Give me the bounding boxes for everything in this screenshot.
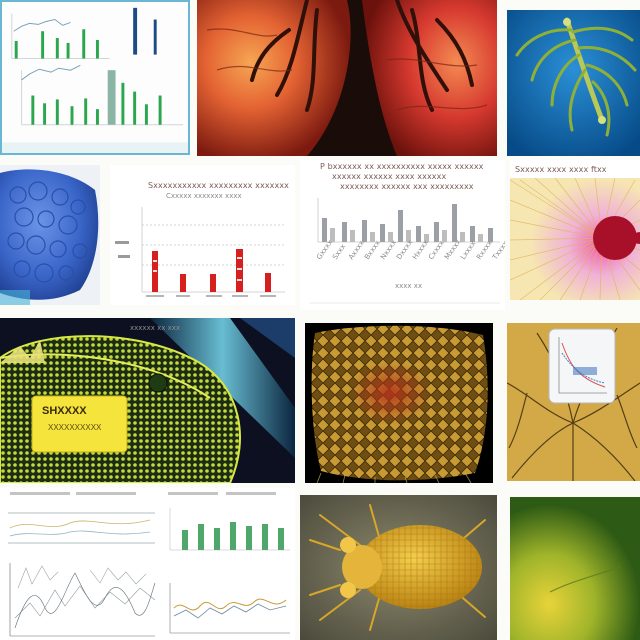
gray-chart-header-2: xxxxxx xxxxxx xxxx xxxxxx [332,172,446,181]
mesh-label-title: SHXXXX [42,405,87,417]
green-gradient-image [510,497,640,640]
mesh-label-sub: XXXXXXXXXX [48,423,102,432]
spine-svg [507,10,640,156]
gray-chart-header-3: xxxxxxxx xxxxxx xxx xxxxxxxxx [340,182,474,191]
green-gradient-svg [510,497,640,640]
yellow-mesh-leaf-on-dark-image: xxxxxx xx xxx SHXXXX XXXXXXXXXX [0,318,295,483]
veined-red-organ-image [197,0,497,156]
mini-charts-svg [160,488,295,640]
yellow-beetle-image [300,495,497,640]
red-lollipop-chart-panel: Sxxxxxxxxxxx xxxxxxxxx xxxxxxx Cxxxxx xx… [110,165,295,305]
golden-branching-panel-with-inset [507,323,640,481]
green-spine-on-blue-image [507,10,640,156]
golden-branching-svg [507,323,640,481]
golden-cell-network-image [305,323,493,483]
radial-filament-burst-image: Sxxxxx xxxx xxxx ftxx [510,160,640,300]
mesh-top-text: xxxxxx xx xxx [130,324,180,332]
gray-chart-footer: xxxx xx [395,282,422,290]
lollipop-header-2: Cxxxxx xxxxxxx xxxx [166,192,242,200]
bottom-mini-bar-line-charts [160,488,295,640]
blue-bubbly-surface-image [0,165,100,305]
gray-chart-header-1: P bxxxxxx xx xxxxxxxxxx xxxxx xxxxxx [320,162,484,171]
gray-bars-chart-panel: P bxxxxxx xx xxxxxxxxxx xxxxx xxxxxx xxx… [300,160,505,310]
upper-left-bar-chart-panel [0,0,190,155]
burst-header: Sxxxxx xxxx xxxx ftxx [515,165,607,174]
bottom-left-sketch-graphs [0,488,160,640]
beetle-svg [300,495,497,640]
upper-left-chart-svg [2,2,188,153]
radial-burst-svg: Sxxxxx xxxx xxxx ftxx [510,160,640,300]
lollipop-header-1: Sxxxxxxxxxxx xxxxxxxxx xxxxxxx [148,181,289,190]
mesh-leaf-svg: xxxxxx xx xxx SHXXXX XXXXXXXXXX [0,318,295,483]
blue-blob-svg [0,165,100,305]
lollipop-svg: Sxxxxxxxxxxx xxxxxxxxx xxxxxxx Cxxxxx xx… [110,165,295,305]
organ-svg [197,0,497,156]
golden-network-svg [305,323,493,483]
gray-bars-svg: P bxxxxxx xx xxxxxxxxxx xxxxx xxxxxx xxx… [300,160,505,310]
sketch-svg [0,488,160,640]
